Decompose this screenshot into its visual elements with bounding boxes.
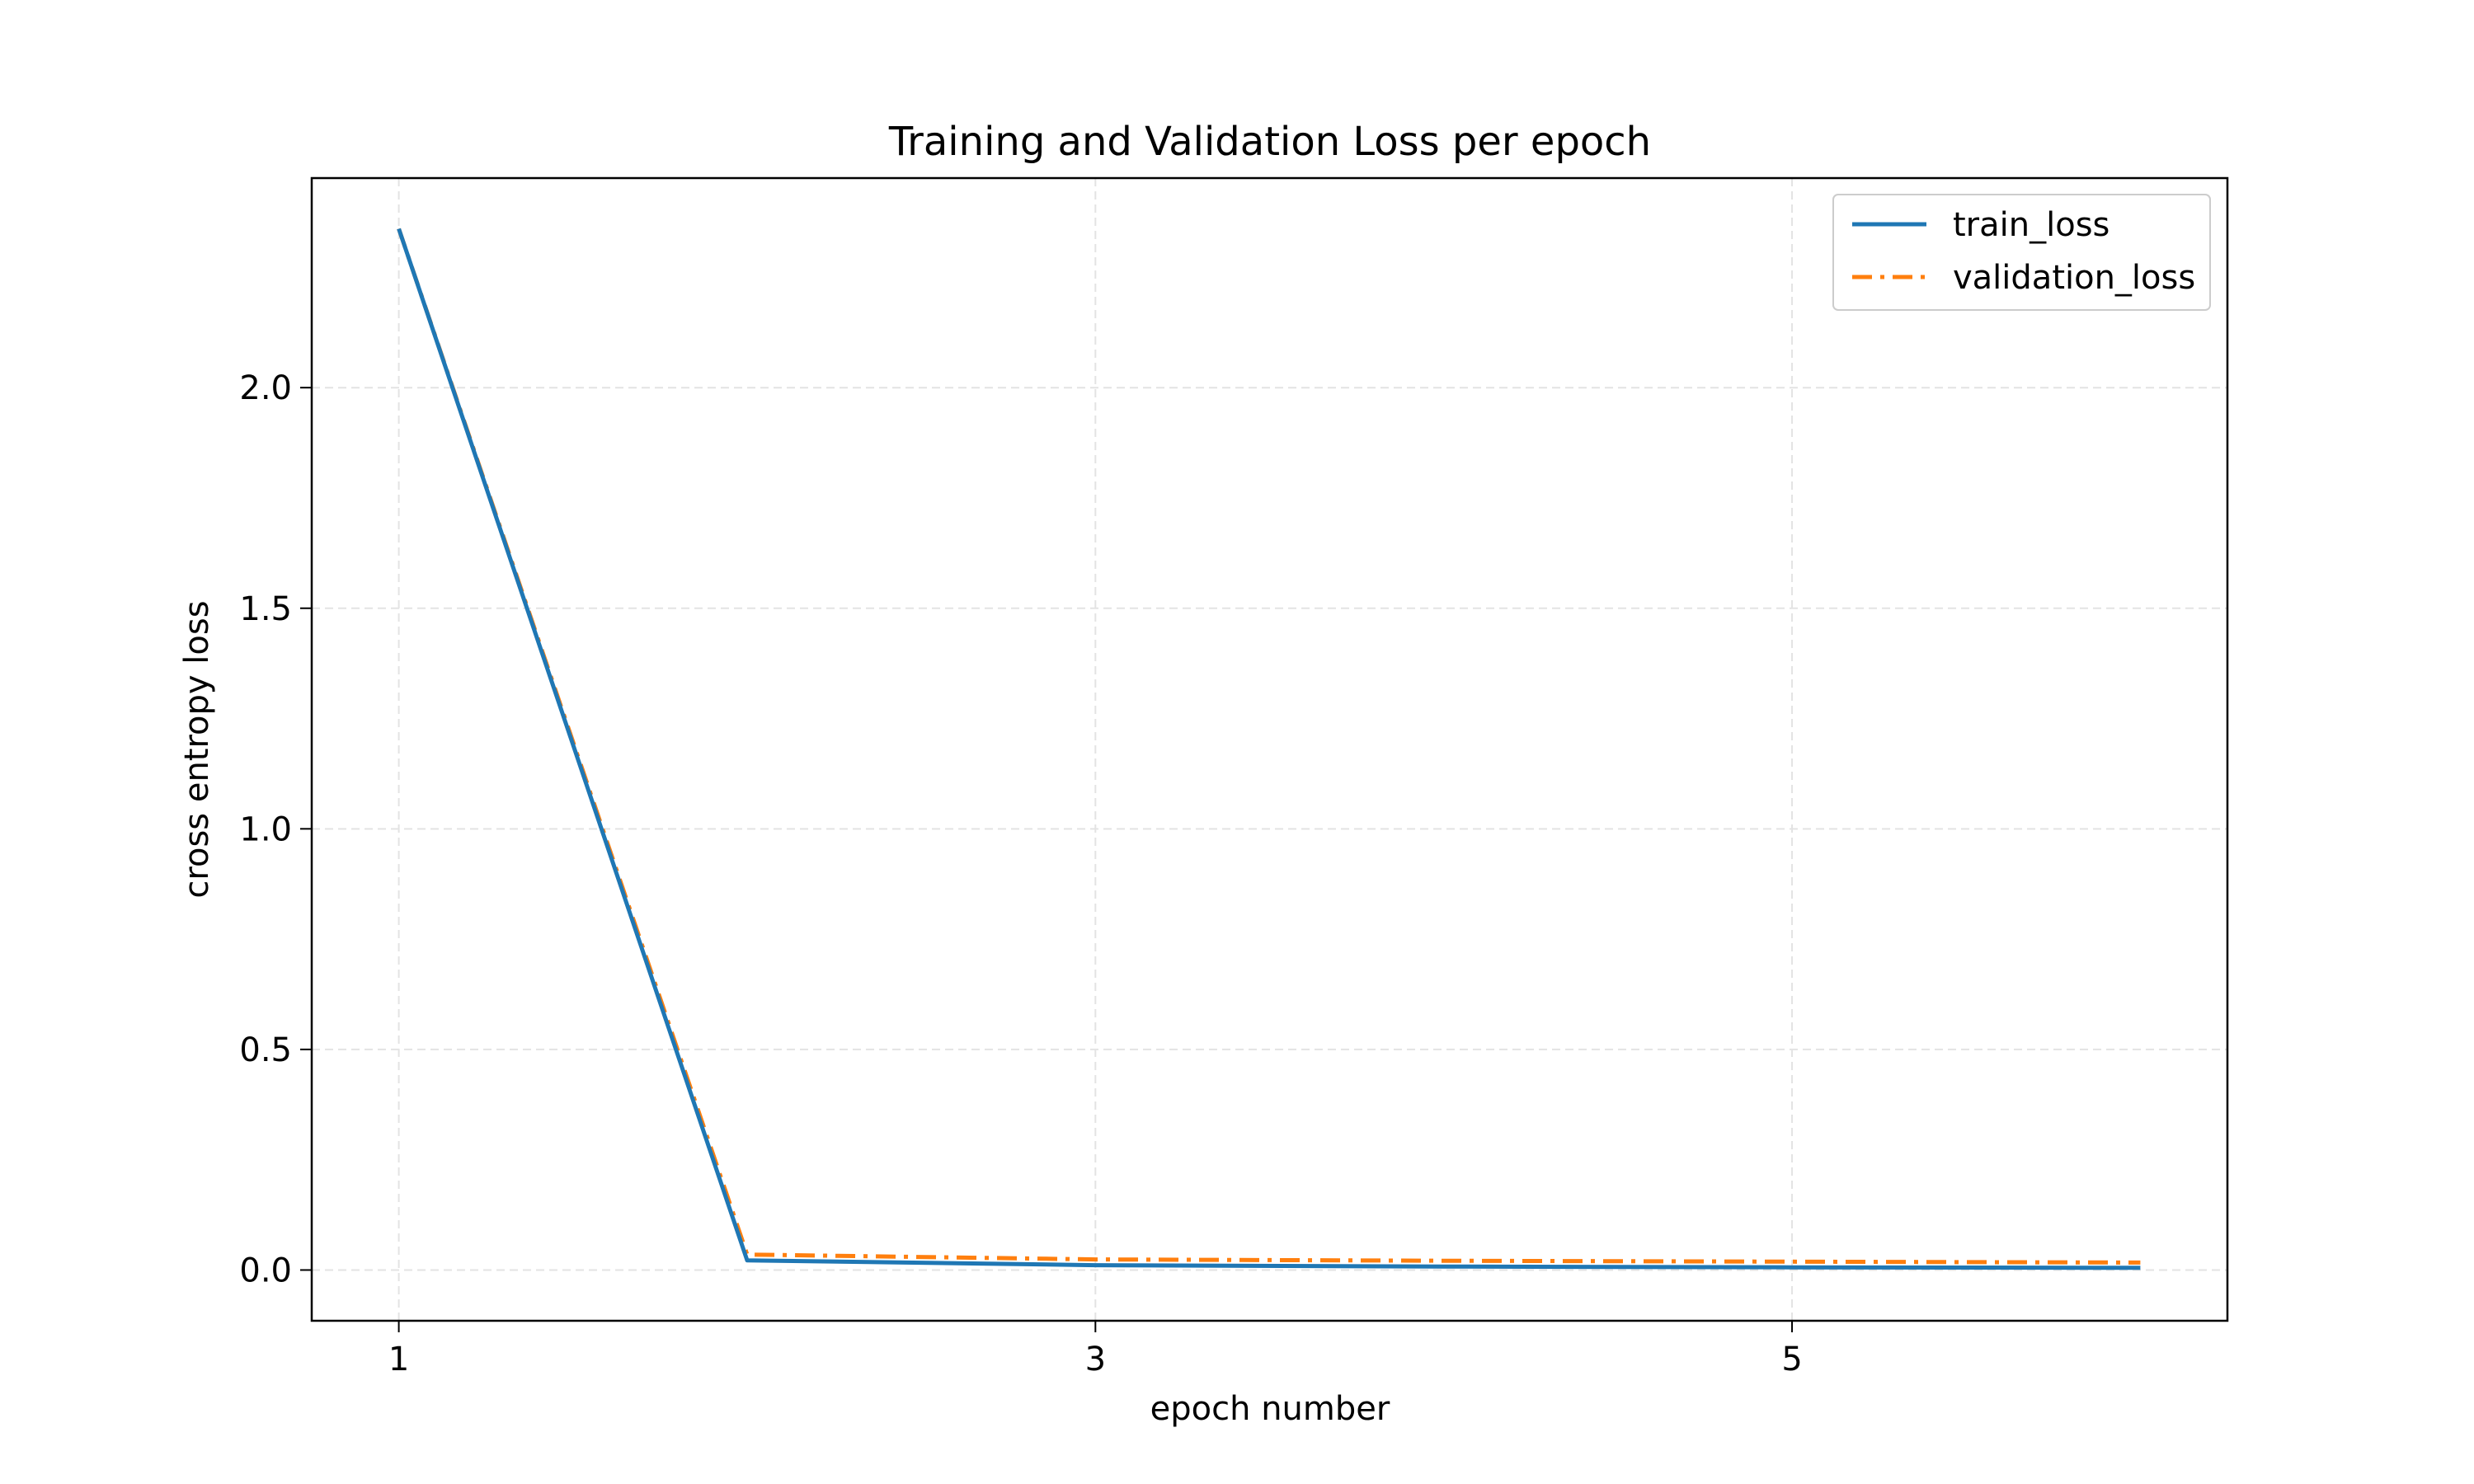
y-tick-label: 2.0: [239, 369, 292, 407]
legend-label: validation_loss: [1953, 259, 2195, 297]
x-tick-label: 1: [388, 1341, 409, 1378]
x-ticks: 1 3 5: [388, 1321, 1803, 1378]
x-tick-label: 5: [1781, 1341, 1802, 1378]
grid: [312, 178, 2227, 1321]
legend-label: train_loss: [1953, 206, 2109, 244]
y-tick-label: 1.5: [239, 590, 292, 628]
y-axis-label: cross entropy loss: [178, 600, 216, 898]
legend-box: [1832, 194, 2211, 311]
series-lines: [397, 228, 2141, 1270]
legend: train_loss validation_loss: [1832, 194, 2211, 311]
x-axis-label: epoch number: [1150, 1390, 1390, 1428]
x-tick-label: 3: [1085, 1341, 1106, 1378]
series-line-train-loss: [397, 228, 2141, 1270]
y-tick-label: 0.0: [239, 1252, 292, 1289]
y-tick-label: 1.0: [239, 810, 292, 848]
y-tick-label: 0.5: [239, 1031, 292, 1069]
chart-title: Training and Validation Loss per epoch: [888, 119, 1651, 165]
plot-frame: [310, 176, 2229, 1322]
y-ticks: 0.0 0.5 1.0 1.5 2.0: [239, 369, 312, 1289]
